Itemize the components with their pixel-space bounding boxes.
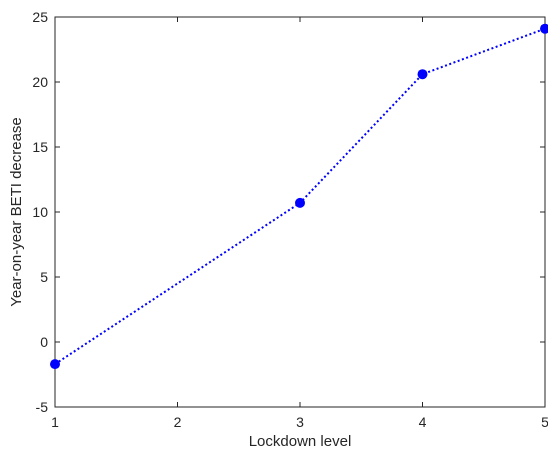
y-tick-label: 5 xyxy=(40,269,48,285)
y-tick-label: 15 xyxy=(32,139,48,155)
y-tick-label: 0 xyxy=(40,334,48,350)
plot-area xyxy=(54,16,546,408)
data-point xyxy=(295,197,305,208)
x-tick-label: 4 xyxy=(419,414,427,430)
y-tick-label: 25 xyxy=(32,9,48,25)
data-point xyxy=(540,23,548,34)
x-tick-label: 1 xyxy=(51,414,59,430)
x-axis-ticks: 1 2 3 4 5 xyxy=(51,17,548,430)
y-axis-title: Year-on-year BETI decrease xyxy=(8,117,25,307)
data-point xyxy=(50,359,60,370)
x-tick-label: 3 xyxy=(296,414,304,430)
data-point xyxy=(417,69,428,80)
y-axis-ticks: -5 0 5 10 15 20 25 xyxy=(32,9,545,415)
data-markers xyxy=(50,23,548,370)
x-tick-label: 2 xyxy=(174,414,182,430)
y-tick-label: 20 xyxy=(32,74,48,90)
x-tick-label: 5 xyxy=(541,414,548,430)
x-axis-title: Lockdown level xyxy=(249,433,352,450)
y-tick-label: 10 xyxy=(32,204,48,220)
y-tick-label: -5 xyxy=(36,399,49,415)
series-line xyxy=(54,27,546,365)
